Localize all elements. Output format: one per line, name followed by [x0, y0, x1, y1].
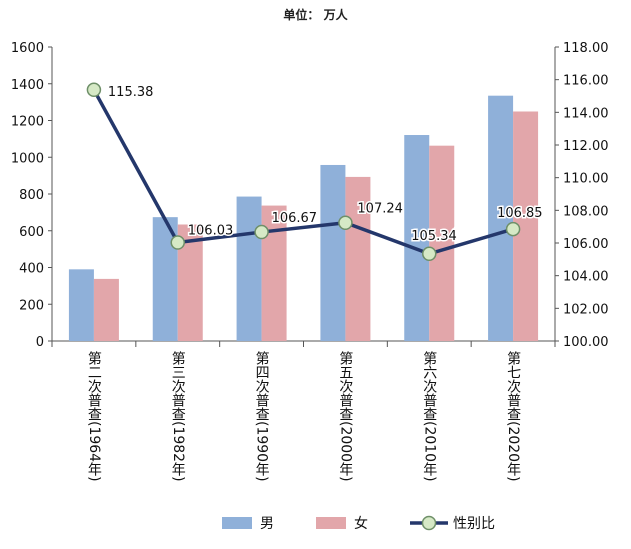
right-tick-label: 112.00 [563, 139, 609, 154]
sex-ratio-point [338, 215, 353, 230]
right-tick-label: 114.00 [563, 106, 609, 121]
left-tick-label: 1200 [11, 115, 44, 130]
right-tick-label: 110.00 [563, 172, 609, 187]
bar-male [68, 269, 94, 341]
left-tick-label: 200 [19, 298, 44, 313]
sex-ratio-point [170, 235, 185, 250]
sex-ratio-data-label: 105.34 [411, 229, 457, 244]
sex-ratio-point [254, 224, 269, 240]
right-tick-label: 104.00 [563, 270, 609, 285]
left-tick-label: 600 [19, 225, 44, 240]
legend-label-ratio: 性别比 [453, 516, 495, 532]
bar-female [345, 176, 371, 341]
right-tick-label: 100.00 [563, 335, 609, 350]
legend-label-female: 女 [354, 515, 368, 532]
sex-ratio-point [86, 82, 102, 98]
category-label: 第七次普查(2020年) [505, 350, 521, 481]
category-label: 第二次普查(1964年) [86, 350, 102, 481]
right-tick-label: 102.00 [563, 302, 609, 317]
sex-ratio-data-label: 106.67 [272, 211, 318, 226]
left-tick-label: 400 [19, 262, 44, 277]
bar-male [488, 95, 514, 341]
unit-label: 单位： 万人 [283, 8, 348, 22]
sex-ratio-data-label: 106.03 [188, 224, 234, 239]
category-label: 第五次普查(2000年) [337, 350, 353, 481]
bar-female [93, 278, 119, 341]
sex-ratio-data-label: 107.24 [357, 202, 403, 217]
left-tick-label: 1600 [11, 41, 44, 56]
sex-ratio-point [505, 221, 521, 237]
legend-label-male: 男 [260, 516, 274, 532]
bar-male [320, 164, 346, 341]
category-label: 第三次普查(1982年) [170, 350, 186, 481]
sex-ratio-point [422, 246, 437, 262]
bar-male [236, 196, 262, 341]
bar-male [404, 135, 430, 341]
category-label: 第四次普查(1990年) [254, 350, 270, 481]
left-tick-label: 800 [19, 188, 44, 203]
legend-marker-ratio [421, 515, 437, 531]
legend-swatch-male [222, 517, 252, 529]
right-tick-label: 116.00 [563, 74, 609, 89]
bar-female [429, 145, 455, 341]
sex-ratio-data-label: 106.85 [497, 206, 543, 221]
right-tick-label: 106.00 [563, 237, 609, 252]
left-tick-label: 1400 [11, 78, 44, 93]
left-tick-label: 0 [36, 335, 44, 350]
category-label: 第六次普查(2010年) [421, 350, 437, 481]
right-tick-label: 118.00 [563, 41, 609, 56]
sex-ratio-line [92, 88, 514, 256]
left-tick-label: 1000 [11, 151, 44, 166]
sex-ratio-data-label: 115.38 [108, 85, 153, 100]
right-tick-label: 108.00 [563, 204, 609, 219]
legend-swatch-female [316, 517, 346, 529]
